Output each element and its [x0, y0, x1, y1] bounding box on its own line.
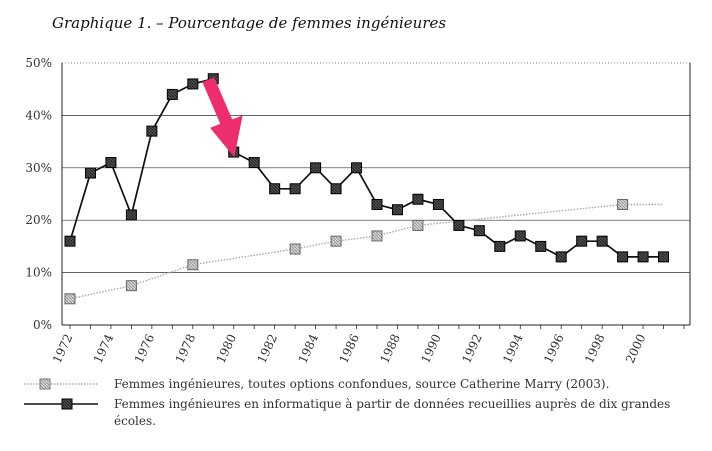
series-line-all — [69, 203, 664, 300]
x-tick-label: 1982 — [255, 332, 281, 366]
data-point-it — [146, 125, 158, 137]
gridlines — [62, 62, 690, 326]
data-point-it — [105, 157, 117, 169]
data-point-it — [412, 193, 424, 205]
data-point-all — [330, 235, 342, 247]
data-point-it — [330, 183, 342, 195]
data-point-it — [617, 251, 629, 263]
x-tick-label: 1998 — [582, 332, 608, 366]
x-tick-label: 1980 — [214, 332, 240, 366]
data-point-all — [187, 259, 199, 271]
legend-swatch-dotted — [24, 378, 98, 390]
legend-item-all: Femmes ingénieures, toutes options confo… — [22, 376, 712, 396]
x-tick-label: 1994 — [500, 332, 526, 366]
legend-swatch-solid — [24, 398, 98, 410]
x-tick-label: 2000 — [623, 332, 649, 366]
data-point-it — [391, 204, 403, 216]
data-point-it — [514, 230, 526, 242]
data-point-it — [473, 225, 485, 237]
data-point-it — [432, 198, 444, 210]
annotations — [202, 77, 243, 158]
y-tick-label: 30% — [25, 161, 52, 175]
y-tick-label: 50% — [25, 56, 52, 70]
data-point-it — [125, 209, 137, 221]
x-tick-label: 1996 — [541, 332, 567, 366]
y-tick-label: 10% — [25, 266, 52, 280]
legend-item-it: Femmes ingénieures en informatique à par… — [22, 396, 712, 432]
x-tick-label: 1978 — [173, 332, 199, 366]
y-tick-label: 0% — [33, 318, 52, 332]
data-point-it — [269, 183, 281, 195]
data-point-it — [535, 240, 547, 252]
series — [64, 73, 670, 305]
x-tick-label: 1992 — [459, 332, 485, 366]
data-point-it — [494, 240, 506, 252]
x-tick-label: 1988 — [377, 332, 403, 366]
x-tick-label: 1986 — [336, 332, 362, 366]
data-point-it — [555, 251, 567, 263]
y-tick-label: 20% — [25, 213, 52, 227]
chart-title: Graphique 1. – Pourcentage de femmes ing… — [52, 14, 447, 32]
y-tick-label: 40% — [25, 108, 52, 122]
data-point-it — [576, 235, 588, 247]
data-point-all — [125, 280, 137, 292]
legend-label-it: Femmes ingénieures en informatique à par… — [114, 397, 671, 428]
x-tick-label: 1976 — [132, 332, 158, 366]
data-point-it — [310, 162, 322, 174]
data-point-it — [658, 251, 670, 263]
x-tick-label: 1990 — [418, 332, 444, 366]
x-tick-label: 1974 — [91, 332, 117, 366]
data-point-it — [84, 167, 96, 179]
data-point-it — [371, 198, 383, 210]
data-point-all — [371, 230, 383, 242]
legend-label-all: Femmes ingénieures, toutes options confo… — [114, 377, 610, 391]
data-point-it — [596, 235, 608, 247]
data-point-it — [351, 162, 363, 174]
data-point-it — [248, 157, 260, 169]
data-point-it — [64, 235, 76, 247]
data-point-it — [637, 251, 649, 263]
data-point-all — [412, 219, 424, 231]
x-tick-label: 1984 — [296, 332, 322, 366]
data-point-all — [289, 243, 301, 255]
arrow-annotation — [202, 77, 243, 158]
data-point-all — [617, 198, 629, 210]
data-point-it — [453, 219, 465, 231]
data-point-it — [187, 78, 199, 90]
x-tick-label: 1972 — [50, 332, 76, 366]
data-point-all — [64, 293, 76, 305]
data-point-it — [289, 183, 301, 195]
axes: 0% 10% 20% 30% 40% 50% 1972 1974 1976 1978 1980 198… — [25, 56, 691, 366]
data-point-it — [166, 88, 178, 100]
